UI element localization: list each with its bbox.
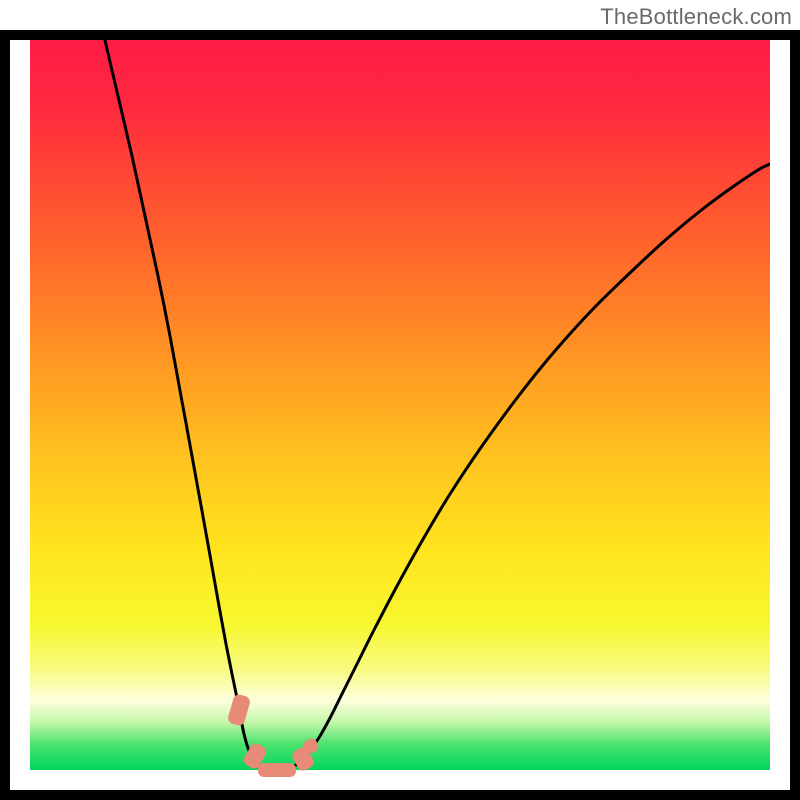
watermark-text: TheBottleneck.com (600, 4, 792, 30)
chart-svg (0, 0, 800, 800)
chart-stage: TheBottleneck.com (0, 0, 800, 800)
gradient-background (30, 36, 770, 770)
marker-pill (258, 763, 296, 777)
